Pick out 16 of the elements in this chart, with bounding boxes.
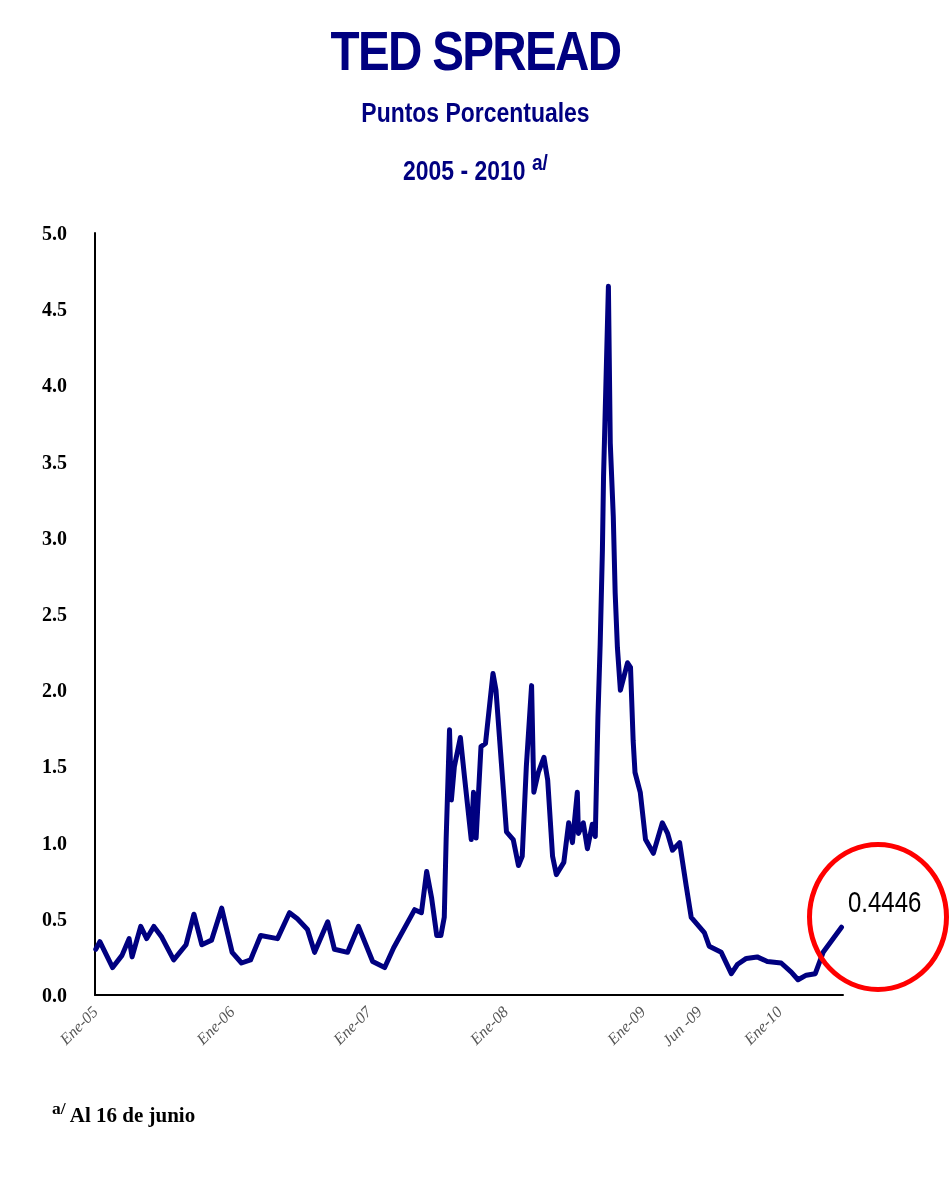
y-tick-label: 0.0 (42, 984, 67, 1006)
chart-subtitle: Puntos Porcentuales 2005 - 2010 $^{a/}$ (360, 98, 591, 187)
y-tick-label: 3.0 (42, 526, 67, 549)
x-tick-label: Jun -09 (658, 1002, 706, 1050)
y-tick-label: 0.5 (42, 907, 67, 930)
y-tick-label: 4.0 (42, 374, 67, 397)
y-tick-label: 2.0 (42, 679, 67, 702)
y-tick-label: 5.0 (42, 222, 67, 244)
y-tick-label: 2.5 (42, 603, 67, 625)
y-tick-label: 4.5 (42, 298, 67, 321)
chart-title: TED SPREAD (329, 18, 622, 83)
y-tick-label: 1.0 (42, 831, 67, 854)
annotation: 0.4446 (847, 885, 921, 920)
y-tick-label: 3.5 (42, 450, 67, 473)
y-tick-label: 1.5 (42, 755, 67, 778)
text: $^{a/}$ Al 16 de junio (52, 1098, 196, 1128)
